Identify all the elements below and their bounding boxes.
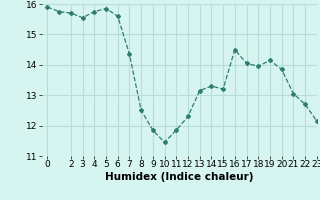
X-axis label: Humidex (Indice chaleur): Humidex (Indice chaleur) (105, 172, 253, 182)
